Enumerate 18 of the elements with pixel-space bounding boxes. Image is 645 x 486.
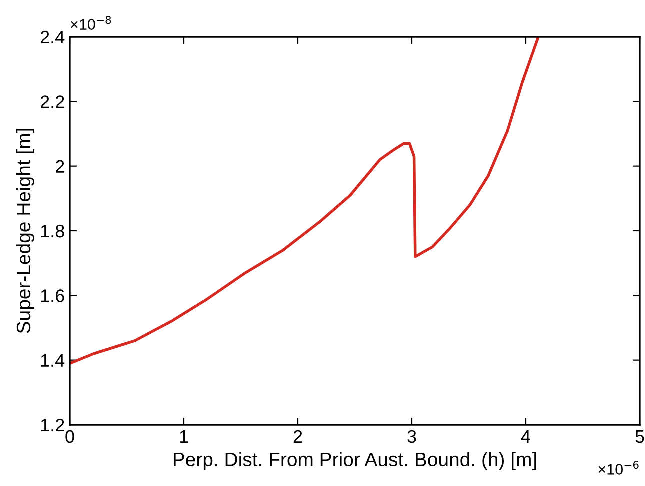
y-tick-label: 2.2: [40, 96, 64, 108]
x-axis-title: Perp. Dist. From Prior Aust. Bound. (h) [m]: [174, 452, 536, 470]
x-tick-label: 4: [521, 430, 530, 443]
y-tick-label: 1.6: [41, 290, 64, 302]
y-tick-label: 1.2: [41, 418, 64, 432]
x-tick-label: 3: [408, 430, 416, 444]
text: ×10$^{−8}$: [71, 16, 112, 30]
x-tick-label: 2: [294, 430, 302, 443]
y-tick-label: 1.8: [41, 224, 64, 238]
y-axis-title: Super-Ledge Height [m]: [16, 129, 34, 334]
x-tick-label: 1: [180, 430, 188, 443]
y-tick-label: 2.4: [40, 30, 65, 44]
y-tick-label: 1.4: [41, 354, 65, 367]
line-series: [70, 37, 540, 365]
y-tick-label: 2: [56, 160, 64, 173]
x-tick-label: 0: [66, 430, 74, 444]
text: ×10$^{−6}$: [598, 460, 639, 475]
x-tick-label: 5: [636, 430, 644, 444]
